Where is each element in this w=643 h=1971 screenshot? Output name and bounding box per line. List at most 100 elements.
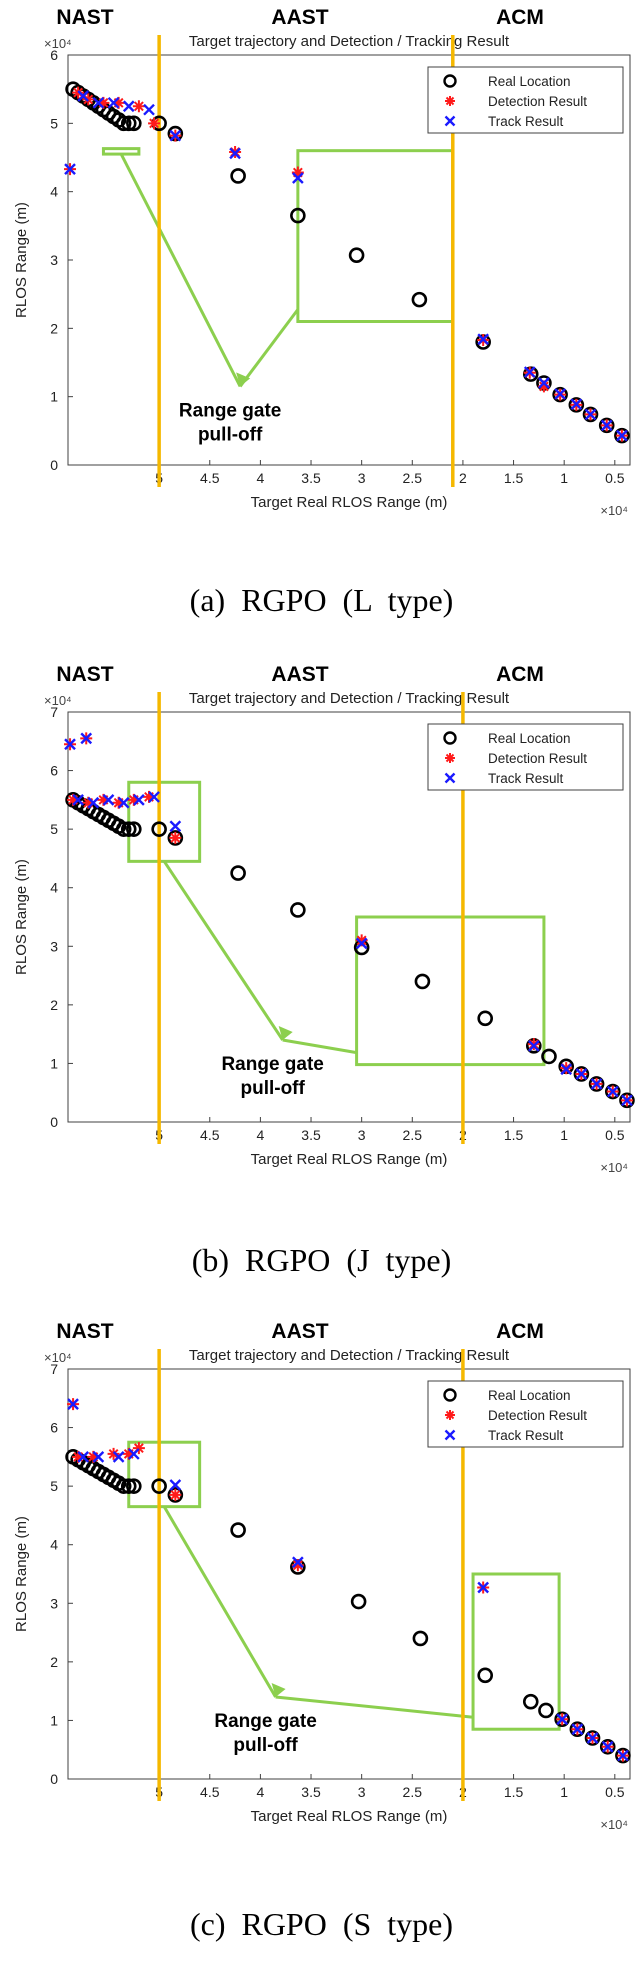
legend-marker-real (443, 1388, 457, 1402)
track-point (590, 1078, 603, 1090)
real-location-point (230, 168, 246, 184)
real-location-point (115, 821, 132, 837)
detection-point (143, 790, 156, 803)
detection-point (355, 934, 368, 947)
real-location-point (522, 1693, 539, 1710)
real-location-point (584, 1730, 601, 1746)
real-location-point (151, 1478, 167, 1494)
y-tick-label: 6 (50, 1420, 58, 1436)
legend-marker-track (444, 1429, 456, 1441)
chart-title: Target trajectory and Detection / Tracki… (189, 33, 510, 50)
track-point (554, 388, 566, 400)
x-tick-label: 2.5 (403, 1784, 423, 1800)
x-tick-label: 0.5 (605, 1127, 625, 1143)
phase-label-aast: AAST (271, 1320, 328, 1343)
real-location-point (522, 366, 539, 382)
real-location-point (230, 1522, 246, 1538)
phase-label-acm: ACM (496, 1320, 544, 1343)
x-tick-label: 0.5 (605, 1784, 625, 1800)
legend-label-track: Track Result (488, 1428, 564, 1443)
detection-point (291, 1559, 304, 1572)
pull-off-arrow (119, 153, 242, 388)
real-location-point (568, 397, 585, 413)
legend-marker-detection (445, 753, 455, 763)
y-tick-label: 2 (50, 1654, 58, 1670)
track-point (600, 419, 613, 432)
real-location-point (598, 417, 615, 434)
track-point (64, 163, 76, 175)
chart-title: Target trajectory and Detection / Tracki… (189, 1347, 510, 1364)
gate-box (296, 149, 455, 323)
detection-point (112, 96, 125, 109)
detection-point (148, 117, 161, 130)
phase-label-nast: NAST (56, 663, 113, 686)
y-tick-label: 4 (50, 184, 58, 200)
track-point (570, 398, 583, 411)
track-point (77, 1451, 90, 1463)
real-location-point (615, 1747, 631, 1764)
x-exponent-label: ×10⁴ (600, 1817, 628, 1832)
y-tick-label: 4 (50, 880, 58, 896)
real-location-point (115, 115, 132, 132)
track-point (133, 794, 145, 806)
detection-point (67, 793, 80, 806)
phase-label-aast: AAST (271, 6, 328, 29)
real-location-point (541, 1048, 557, 1065)
y-axis-label: RLOS Range (m) (13, 202, 30, 318)
phase-label-nast: NAST (56, 6, 113, 29)
x-tick-label: 4 (256, 1127, 264, 1143)
track-point (606, 1085, 619, 1098)
track-point (355, 937, 368, 950)
y-tick-label: 5 (50, 115, 58, 131)
real-location-point (120, 115, 137, 132)
real-location-point (582, 406, 599, 423)
track-point (72, 794, 84, 806)
track-point (477, 1581, 490, 1594)
x-tick-label: 4 (256, 470, 264, 486)
annotation-line1: Range gate (179, 400, 281, 421)
x-axis-label: Target Real RLOS Range (m) (251, 1151, 448, 1168)
chart-panel-a: NAST AAST ACM Target trajectory and Detecti… (0, 0, 643, 657)
x-tick-label: 3.5 (301, 1784, 321, 1800)
x-exponent-label: ×10⁴ (600, 503, 628, 518)
real-location-point (414, 973, 431, 990)
detection-point (97, 793, 110, 806)
detection-point (87, 1450, 100, 1463)
gate-box (127, 1440, 202, 1509)
detection-point (132, 1442, 145, 1455)
track-point (77, 90, 90, 102)
y-tick-label: 0 (50, 457, 58, 473)
plot-area-frame (67, 711, 631, 1123)
real-location-point (569, 1721, 586, 1738)
real-location-point (477, 1010, 493, 1027)
x-exponent-label: ×10⁴ (600, 1160, 628, 1175)
real-location-point (290, 207, 306, 224)
caption-a: (a) RGPO (L type) (189, 582, 454, 618)
legend-label-real: Real Location (488, 1388, 571, 1403)
x-tick-label: 1.5 (504, 1784, 524, 1800)
track-point (102, 794, 115, 806)
track-point (560, 1063, 573, 1076)
x-tick-label: 2.5 (403, 470, 423, 486)
real-location-point (619, 1092, 635, 1109)
y-exponent-label: ×10⁴ (44, 693, 72, 708)
detection-point (132, 100, 145, 113)
y-tick-label: 7 (50, 1361, 58, 1377)
x-tick-label: 1 (560, 1784, 568, 1800)
phase-label-acm: ACM (496, 6, 544, 29)
annotation-line2: pull-off (240, 1078, 305, 1099)
real-location-point (120, 1478, 137, 1494)
real-location-point (115, 1478, 132, 1494)
y-tick-label: 2 (50, 997, 58, 1013)
real-location-point (552, 386, 568, 403)
x-tick-label: 4.5 (200, 1127, 220, 1143)
y-tick-label: 6 (50, 47, 58, 63)
y-tick-label: 6 (50, 763, 58, 779)
legend-marker-real (443, 74, 457, 88)
gate-box (101, 147, 141, 156)
x-tick-label: 4.5 (200, 1784, 220, 1800)
track-point (92, 96, 105, 109)
legend-marker-detection (445, 1410, 455, 1420)
detection-point (169, 831, 182, 844)
detection-point (291, 166, 304, 179)
